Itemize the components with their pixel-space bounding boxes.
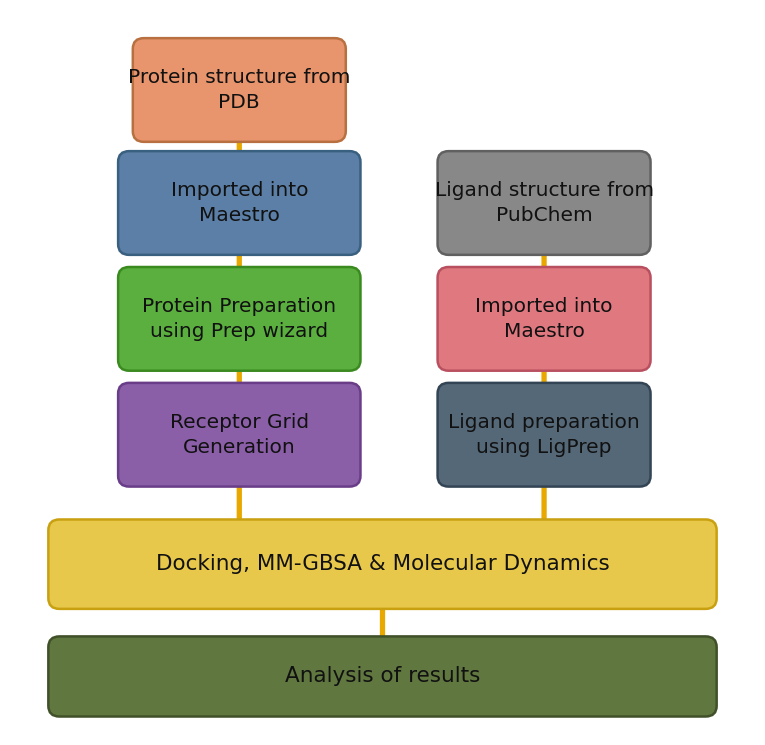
Text: Ligand structure from
PubChem: Ligand structure from PubChem	[435, 181, 653, 225]
FancyBboxPatch shape	[48, 519, 717, 609]
Text: Imported into
Maestro: Imported into Maestro	[475, 297, 613, 341]
FancyBboxPatch shape	[48, 636, 717, 717]
FancyBboxPatch shape	[118, 267, 360, 371]
FancyBboxPatch shape	[438, 151, 650, 255]
Text: Receptor Grid
Generation: Receptor Grid Generation	[170, 413, 309, 457]
Text: Docking, MM-GBSA & Molecular Dynamics: Docking, MM-GBSA & Molecular Dynamics	[155, 554, 610, 574]
Text: Ligand preparation
using LigPrep: Ligand preparation using LigPrep	[448, 413, 640, 457]
Text: Imported into
Maestro: Imported into Maestro	[171, 181, 308, 225]
Text: Protein Preparation
using Prep wizard: Protein Preparation using Prep wizard	[142, 297, 337, 341]
FancyBboxPatch shape	[133, 38, 346, 142]
FancyBboxPatch shape	[118, 151, 360, 255]
FancyBboxPatch shape	[438, 267, 650, 371]
FancyBboxPatch shape	[118, 383, 360, 486]
FancyBboxPatch shape	[438, 383, 650, 486]
Text: Analysis of results: Analysis of results	[285, 667, 480, 686]
Text: Protein structure from
PDB: Protein structure from PDB	[128, 68, 350, 112]
